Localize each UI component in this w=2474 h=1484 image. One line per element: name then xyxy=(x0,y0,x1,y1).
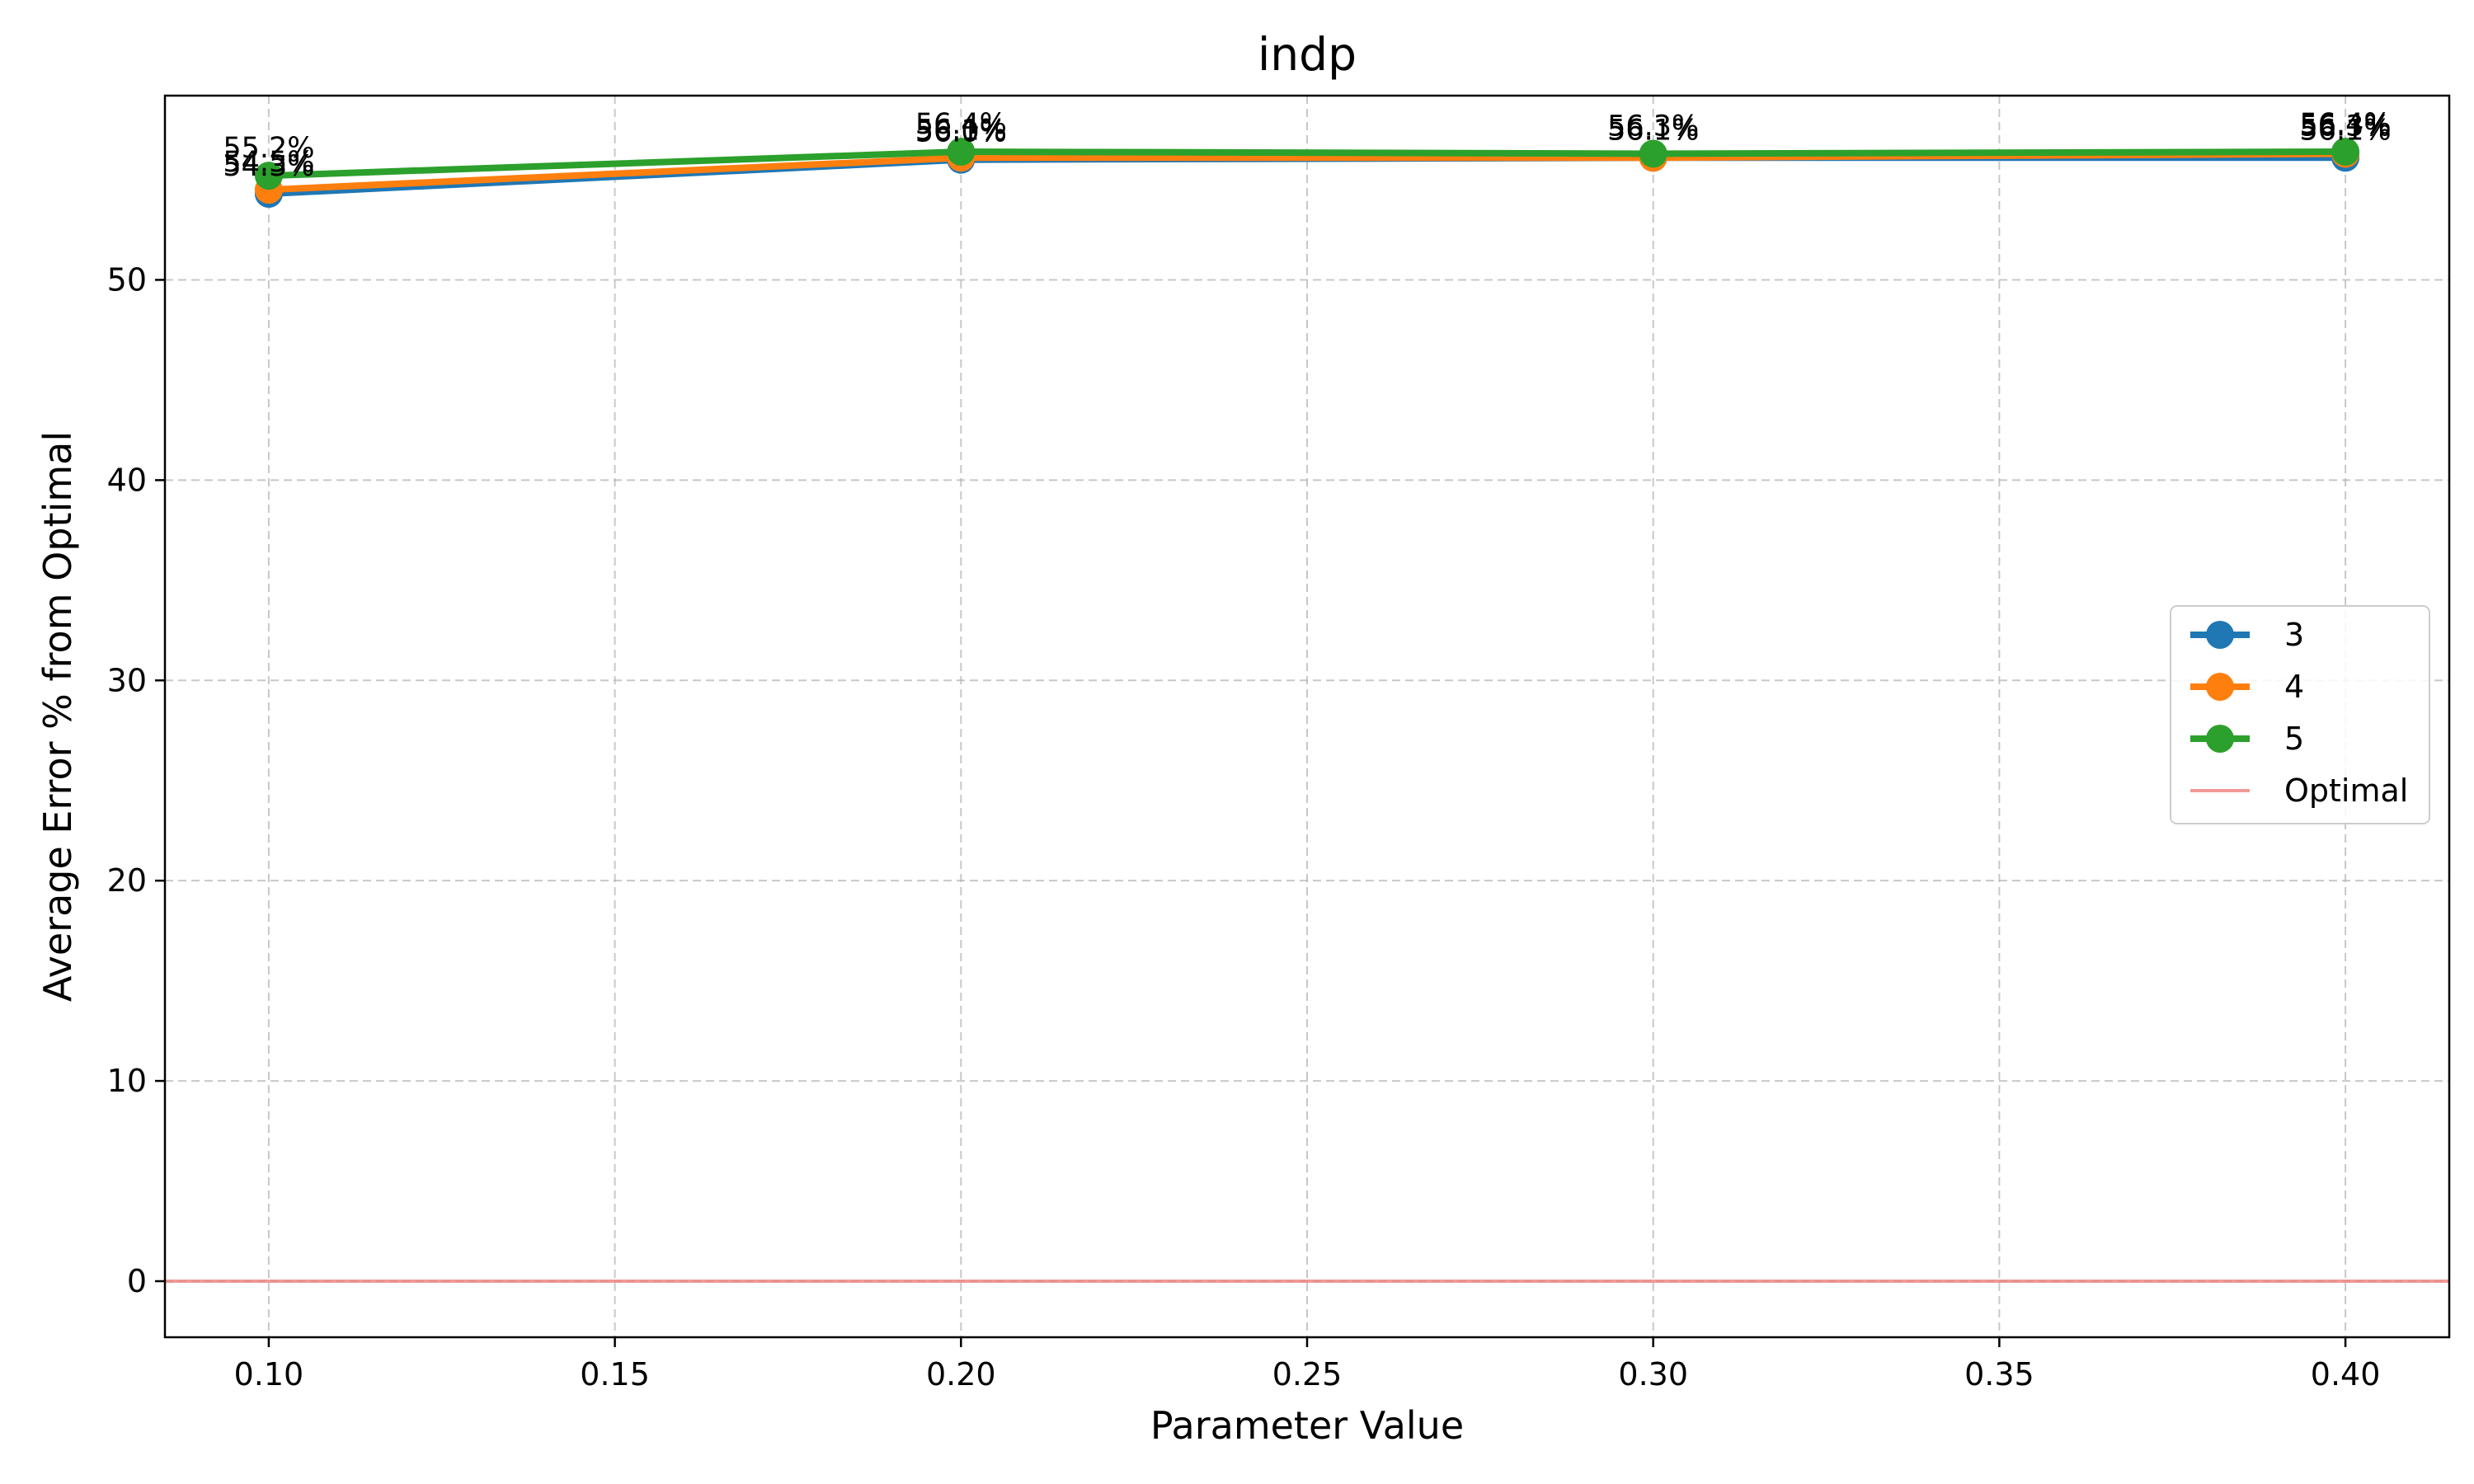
legend-series-4-marker xyxy=(2206,673,2234,701)
y-tick-label: 0 xyxy=(127,1263,147,1299)
x-tick-label: 0.10 xyxy=(234,1356,304,1392)
x-tick-label: 0.30 xyxy=(1618,1356,1688,1392)
series-5-data-label: 56.3% xyxy=(1607,110,1699,143)
data-labels: 54.3%56.0% 56.1% 56.1%54.5%56.1% 56.1% 56.3%… xyxy=(223,108,2391,183)
y-tick-label: 20 xyxy=(107,862,147,899)
legend-series-3-marker xyxy=(2206,621,2234,649)
y-tick-label: 10 xyxy=(107,1063,147,1099)
series-3-data-label: 56.1% xyxy=(2299,114,2391,147)
series-5-data-label: 55.2% xyxy=(223,132,314,165)
legend-series-5-label: 5 xyxy=(2284,721,2304,757)
series-5-line xyxy=(268,148,2346,180)
series-5-point xyxy=(254,162,283,190)
series-4-data-label: 56.1% xyxy=(915,114,1007,147)
legend-series-3-label: 3 xyxy=(2284,617,2304,653)
x-tick-label: 0.20 xyxy=(926,1356,996,1392)
legend-series-5-marker xyxy=(2206,725,2234,753)
series-4-data-label: 56.1% xyxy=(1607,114,1699,147)
y-axis-label: Average Error % from Optimal xyxy=(35,431,80,1002)
axis-ticks: 0.10 0.15 0.20 0.25 0.30 0.35 0.40 0 10 20 30 40 50 xyxy=(107,261,2381,1392)
series-5-data-label: 56.4% xyxy=(2299,108,2391,141)
series-4-data-label: 56.3% xyxy=(2299,110,2391,143)
series-3-data-label: 56.1% xyxy=(1607,114,1699,147)
series-5-point xyxy=(1639,139,1667,168)
y-tick-label: 30 xyxy=(107,662,147,698)
series-layer xyxy=(254,138,2360,209)
x-tick-label: 0.35 xyxy=(1964,1356,2034,1392)
x-axis-label: Parameter Value xyxy=(1150,1403,1464,1448)
series-3-data-label: 56.0% xyxy=(915,116,1007,149)
chart-title: indp xyxy=(1258,28,1357,81)
y-tick-label: 40 xyxy=(107,462,147,498)
legend-series-4-label: 4 xyxy=(2284,669,2304,705)
x-tick-label: 0.15 xyxy=(580,1356,650,1392)
y-tick-label: 50 xyxy=(107,261,147,298)
series-5-data-label: 56.4% xyxy=(915,108,1007,141)
series-3-data-label: 54.3% xyxy=(223,150,314,183)
legend-frame xyxy=(2170,605,2430,824)
series-4-data-label: 54.5% xyxy=(223,146,314,179)
legend-optimal-label: Optimal xyxy=(2284,773,2408,809)
series-5-point xyxy=(2331,138,2360,167)
x-tick-label: 0.25 xyxy=(1272,1356,1343,1392)
x-tick-label: 0.40 xyxy=(2311,1356,2381,1392)
series-5-point xyxy=(947,138,976,167)
legend: 3 4 5 Optimal xyxy=(2170,605,2430,824)
